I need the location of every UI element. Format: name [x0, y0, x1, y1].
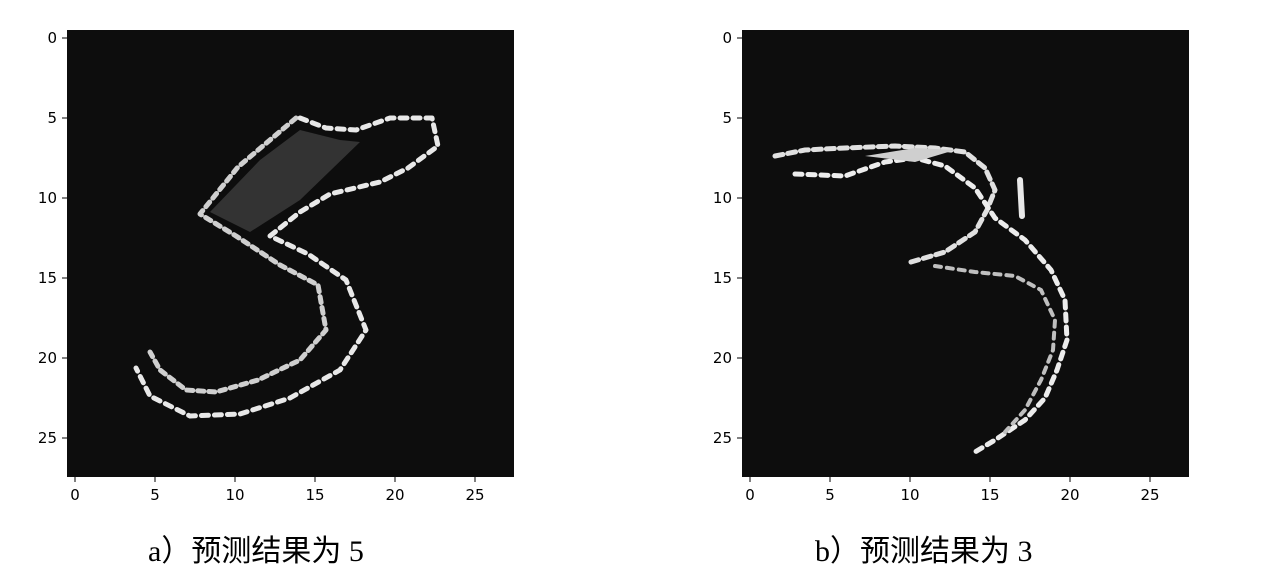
- y-tick-label: 25: [38, 429, 57, 447]
- y-tick-label: 20: [713, 349, 732, 367]
- x-tick-label: 5: [825, 486, 835, 504]
- image-area-b: [742, 30, 1189, 477]
- y-tick-label: 0: [47, 29, 57, 47]
- x-axis-ticks-a: [74, 477, 476, 482]
- x-axis-ticks-b: [749, 477, 1151, 482]
- x-tick-label: 0: [745, 486, 755, 504]
- x-tick-label: 15: [305, 486, 324, 504]
- plot-a: 0 5 10 15 20 25 0 5 10 15 20 25: [38, 29, 514, 504]
- caption-b: b）预测结果为 3: [815, 535, 1033, 568]
- x-tick-label: 0: [70, 486, 80, 504]
- x-tick-label: 20: [385, 486, 404, 504]
- y-tick-label: 15: [38, 269, 57, 287]
- y-tick-label: 5: [722, 109, 732, 127]
- digit-strokes-b: [772, 143, 1070, 455]
- y-tick-label: 20: [38, 349, 57, 367]
- y-tick-label: 15: [713, 269, 732, 287]
- x-tick-label: 15: [980, 486, 999, 504]
- panel-a: 0 5 10 15 20 25 0 5 10 15 20 25 a）预测结果为 …: [0, 0, 630, 585]
- x-tick-label: 25: [1140, 486, 1159, 504]
- y-axis-ticks-b: [737, 37, 742, 439]
- digit-strokes-a: [133, 115, 441, 419]
- plot-b: 0 5 10 15 20 25 0 5 10 15 20 25: [713, 29, 1189, 504]
- x-tick-label: 10: [900, 486, 919, 504]
- y-tick-label: 10: [38, 189, 57, 207]
- image-area-a: [67, 30, 514, 477]
- y-tick-label: 10: [713, 189, 732, 207]
- y-tick-label: 25: [713, 429, 732, 447]
- x-tick-label: 20: [1060, 486, 1079, 504]
- y-tick-label: 0: [722, 29, 732, 47]
- y-axis-ticks-a: [62, 37, 67, 439]
- x-tick-label: 25: [465, 486, 484, 504]
- y-tick-label: 5: [47, 109, 57, 127]
- x-tick-label: 5: [150, 486, 160, 504]
- caption-a: a）预测结果为 5: [148, 535, 364, 568]
- x-tick-label: 10: [225, 486, 244, 504]
- panel-b: 0 5 10 15 20 25 0 5 10 15 20 25 b）预测结果为 …: [675, 0, 1265, 585]
